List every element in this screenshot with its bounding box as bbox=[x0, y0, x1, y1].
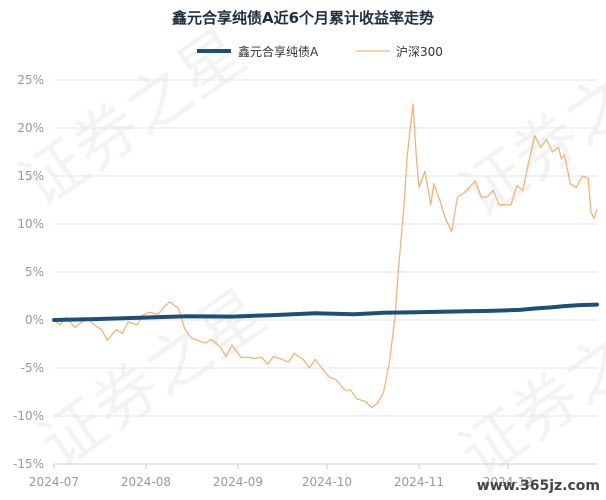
x-tick-label: 2024-11 bbox=[394, 475, 444, 489]
y-tick-label: 25% bbox=[17, 73, 44, 87]
series-line-fund bbox=[52, 302, 599, 322]
x-tick-label: 2024-10 bbox=[302, 475, 352, 489]
chart-title: 鑫元合享纯债A近6个月累计收益率走势 bbox=[171, 9, 434, 27]
x-tick-label: 2024-08 bbox=[121, 475, 171, 489]
series-line-index bbox=[53, 103, 598, 409]
x-axis: 2024-07 2024-08 2024-09 2024-10 2024-11 2024-… bbox=[29, 463, 597, 489]
x-tick-label: 2024-09 bbox=[213, 475, 263, 489]
x-tick-label: 2024-12 bbox=[483, 475, 533, 489]
x-tick-label: 2024-07 bbox=[29, 475, 79, 489]
y-tick-label: 20% bbox=[17, 121, 44, 135]
y-tick-label: -5% bbox=[21, 361, 44, 375]
site-url: www.365jz.com bbox=[477, 478, 600, 494]
legend-label-index: 沪深300 bbox=[396, 45, 443, 59]
plot-area bbox=[52, 103, 599, 409]
y-tick-label: -10% bbox=[13, 409, 44, 423]
legend-label-fund: 鑫元合享纯债A bbox=[238, 44, 319, 59]
y-tick-label: 0% bbox=[25, 313, 44, 327]
legend: 鑫元合享纯债A 沪深300 bbox=[197, 44, 443, 59]
y-tick-label: -15% bbox=[13, 457, 44, 471]
y-axis: 25% 20% 15% 10% 5% 0% -5% -10% -15% bbox=[13, 73, 44, 471]
y-tick-label: 10% bbox=[17, 217, 44, 231]
y-tick-label: 15% bbox=[17, 169, 44, 183]
y-tick-label: 5% bbox=[25, 265, 44, 279]
